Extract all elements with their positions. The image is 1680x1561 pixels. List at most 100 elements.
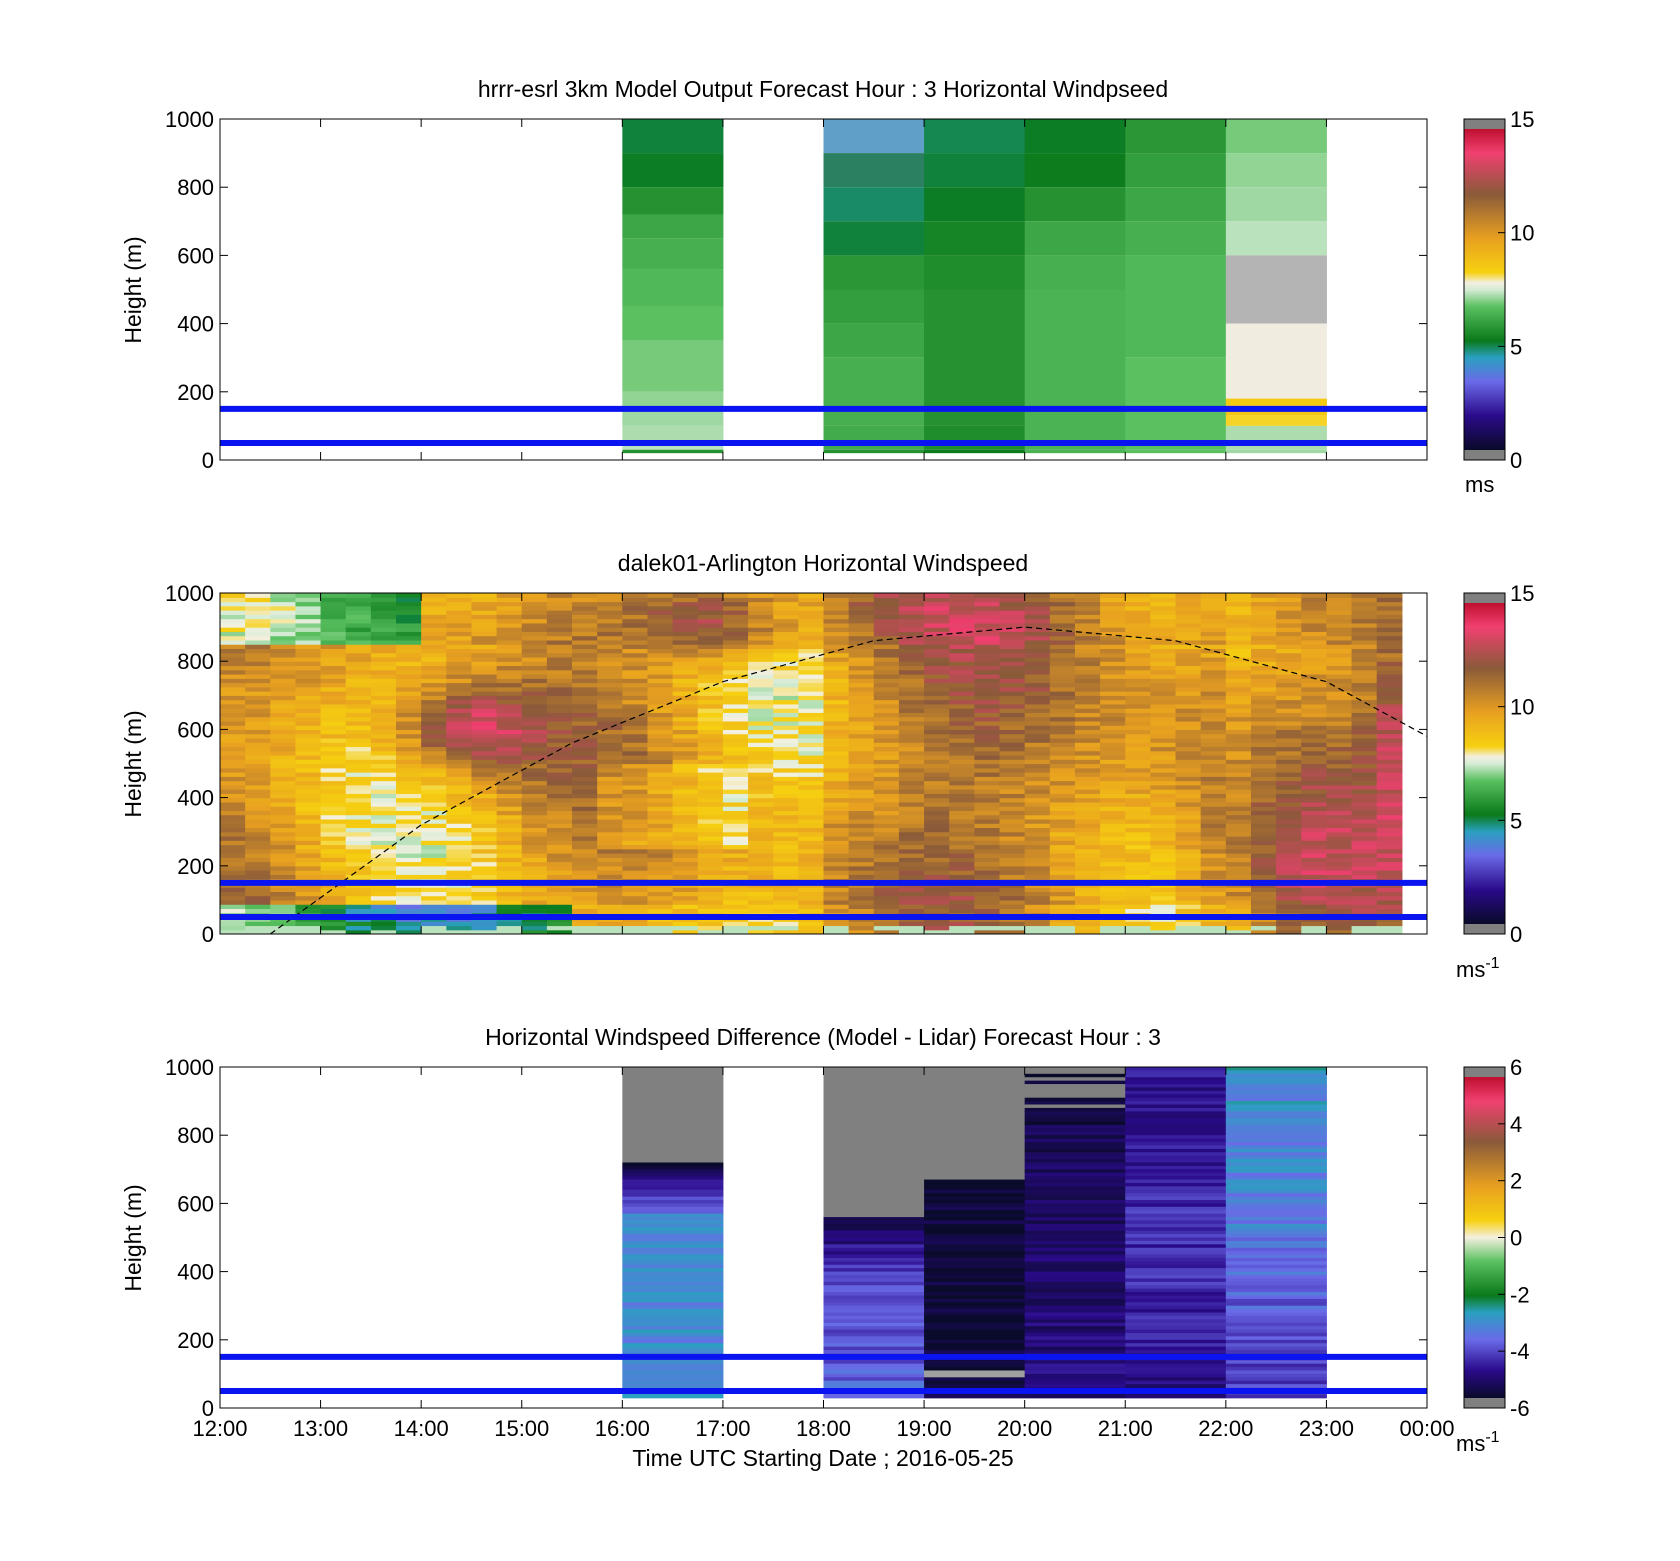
heatmap-cell <box>924 1295 1026 1300</box>
heatmap-cell <box>396 763 422 769</box>
heatmap-cell <box>1225 614 1252 620</box>
heatmap-cell <box>823 1380 925 1385</box>
heatmap-cell <box>597 772 623 777</box>
heatmap-cell <box>949 814 975 820</box>
heatmap-cell <box>798 618 825 624</box>
heatmap-cell <box>270 865 297 871</box>
heatmap-cell <box>521 712 548 718</box>
heatmap-cell <box>1125 1315 1227 1320</box>
heatmap-cell <box>1024 750 1051 756</box>
heatmap-cell <box>1225 712 1252 718</box>
y-tick-label: 800 <box>177 1123 214 1148</box>
heatmap-cell <box>396 601 422 607</box>
heatmap-cell <box>245 870 271 875</box>
heatmap-cell <box>873 644 900 650</box>
heatmap-cell <box>1049 661 1076 667</box>
heatmap-cell <box>999 644 1026 650</box>
heatmap-cell <box>823 737 850 743</box>
heatmap-cell <box>1024 618 1051 624</box>
heatmap-cell <box>848 793 875 799</box>
heatmap-cell <box>622 1227 724 1232</box>
heatmap-cell <box>798 887 825 892</box>
heatmap-cell <box>1100 742 1126 748</box>
heatmap-cell <box>1376 818 1403 824</box>
panel-title: dalek01-Arlington Horizontal Windspeed <box>618 550 1028 576</box>
heatmap-cell <box>270 784 297 790</box>
heatmap-cell <box>521 737 548 743</box>
heatmap-cell <box>245 648 271 654</box>
heatmap-cell <box>396 686 422 692</box>
heatmap-cell <box>1376 759 1403 765</box>
heatmap-cell <box>1225 1114 1327 1119</box>
heatmap-cell <box>622 1234 724 1239</box>
heatmap-cell <box>999 899 1026 905</box>
heatmap-cell <box>521 857 548 863</box>
heatmap-cell <box>1376 614 1403 620</box>
heatmap-cell <box>546 648 573 654</box>
heatmap-cell <box>1150 656 1177 662</box>
heatmap-cell <box>421 899 447 905</box>
heatmap-cell <box>898 682 925 688</box>
heatmap-cell <box>1125 823 1151 829</box>
heatmap-cell <box>345 631 372 637</box>
heatmap-cell <box>798 716 825 722</box>
heatmap-cell <box>421 729 447 735</box>
heatmap-cell <box>471 627 498 632</box>
heatmap-cell <box>622 597 649 603</box>
heatmap-cell <box>823 1315 925 1320</box>
heatmap-cell <box>1301 772 1328 777</box>
heatmap-cell <box>974 801 1001 807</box>
heatmap-cell <box>320 644 347 650</box>
heatmap-cell <box>999 891 1026 897</box>
heatmap-cell <box>1326 827 1353 833</box>
heatmap-cell <box>798 806 825 811</box>
heatmap-cell <box>1125 1087 1227 1092</box>
heatmap-cell <box>496 695 523 701</box>
heatmap-cell <box>370 814 397 820</box>
heatmap-cell <box>597 789 623 794</box>
heatmap-cell <box>722 737 749 743</box>
heatmap-cell <box>521 614 548 620</box>
heatmap-cell <box>1049 887 1076 892</box>
heatmap-cell <box>1225 1315 1327 1320</box>
heatmap-cell <box>697 921 724 927</box>
heatmap-cell <box>898 865 925 871</box>
heatmap-cell <box>245 776 271 782</box>
heatmap-cell <box>1125 835 1151 841</box>
heatmap-cell <box>546 656 573 662</box>
heatmap-cell <box>1125 1118 1227 1123</box>
heatmap-cell <box>1024 449 1126 454</box>
heatmap-cell <box>773 840 799 846</box>
heatmap-cell <box>1175 610 1202 615</box>
heatmap-cell <box>245 887 271 892</box>
heatmap-cell <box>245 729 271 735</box>
heatmap-cell <box>320 763 347 769</box>
heatmap-cell <box>1150 835 1177 841</box>
heatmap-cell <box>421 754 447 760</box>
heatmap-cell <box>597 921 623 927</box>
heatmap-cell <box>722 793 749 799</box>
heatmap-cell <box>773 763 799 769</box>
heatmap-cell <box>898 746 925 752</box>
heatmap-cell <box>320 874 347 880</box>
heatmap-cell <box>220 597 246 603</box>
heatmap-cell <box>1175 691 1202 696</box>
heatmap-cell <box>220 844 246 850</box>
heatmap-cell <box>1225 1268 1327 1273</box>
heatmap-cell <box>521 652 548 658</box>
heatmap-cell <box>823 793 850 799</box>
heatmap-cell <box>245 652 271 658</box>
heatmap-cell <box>1200 695 1227 701</box>
heatmap-cell <box>622 716 649 722</box>
heatmap-cell <box>622 669 649 675</box>
heatmap-cell <box>949 840 975 846</box>
heatmap-cell <box>1150 627 1177 632</box>
heatmap-cell <box>1376 729 1403 735</box>
heatmap-cell <box>597 806 623 811</box>
heatmap-cell <box>1150 610 1177 615</box>
heatmap-cell <box>1049 605 1076 611</box>
heatmap-cell <box>924 1271 1026 1276</box>
heatmap-cell <box>1024 810 1051 816</box>
heatmap-cell <box>220 699 246 705</box>
heatmap-cell <box>622 1319 724 1324</box>
